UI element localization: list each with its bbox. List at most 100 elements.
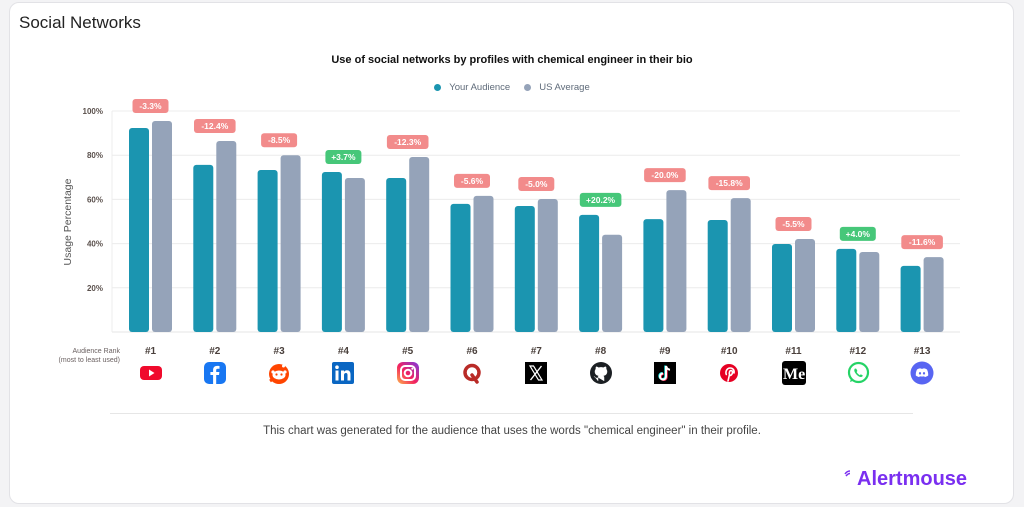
bar-us-average xyxy=(730,198,751,332)
pinterest-icon xyxy=(717,361,741,385)
bar-your-audience xyxy=(643,219,664,332)
rank-label: #5 xyxy=(402,346,414,357)
legend-label-us-average: US Average xyxy=(539,82,590,93)
y-tick-label: 80% xyxy=(87,151,103,160)
footer-divider xyxy=(110,413,913,414)
rank-label: #6 xyxy=(466,346,478,357)
bar-your-audience xyxy=(772,244,792,332)
bar-your-audience xyxy=(707,219,728,332)
diff-badge xyxy=(579,192,622,207)
diff-label: -20.0% xyxy=(651,170,678,180)
legend-dot-your-audience xyxy=(434,84,442,91)
bar-us-average xyxy=(216,141,237,332)
bar-your-audience xyxy=(129,128,149,332)
rank-label: #9 xyxy=(659,346,671,357)
tiktok-icon xyxy=(653,361,677,385)
diff-label: -5.6% xyxy=(461,176,484,186)
rank-label: #1 xyxy=(144,346,157,357)
diff-badge xyxy=(454,173,490,188)
whatsapp-icon xyxy=(846,361,870,385)
discord-icon xyxy=(910,361,934,385)
rank-label: #3 xyxy=(273,346,285,357)
bar-your-audience xyxy=(579,214,600,332)
legend-label-your-audience: Your Audience xyxy=(449,82,511,93)
x-icon xyxy=(524,361,548,385)
chart-footnote: This chart was generated for the audienc… xyxy=(263,425,761,437)
logo-text: Alertmouse xyxy=(857,468,968,490)
bar-your-audience xyxy=(193,164,214,332)
bar-us-average xyxy=(602,234,623,332)
y-axis-label: Usage Percentage xyxy=(62,178,74,265)
youtube-icon xyxy=(139,361,163,385)
audience-rank-label-line2: (most to least used) xyxy=(58,357,120,364)
audience-rank-label: Audience Rank (most to least used) xyxy=(40,347,120,365)
rank-label: #10 xyxy=(720,346,738,357)
diff-badge xyxy=(775,216,812,231)
bar-us-average xyxy=(795,238,815,332)
bar-us-average xyxy=(409,156,430,332)
diff-badge xyxy=(708,176,750,191)
rank-label: #8 xyxy=(595,346,607,357)
diff-label: -12.3% xyxy=(394,137,421,147)
bar-us-average xyxy=(280,155,301,332)
alertmouse-logo: Alertmouse xyxy=(843,468,967,491)
diff-label: -3.3% xyxy=(139,101,162,111)
diff-label: -15.8% xyxy=(716,178,743,188)
quora-icon xyxy=(460,361,484,385)
bar-your-audience xyxy=(257,170,278,332)
diff-label: -5.5% xyxy=(782,219,805,229)
card-title: Social Networks xyxy=(19,13,141,32)
y-tick-label: 20% xyxy=(87,284,103,293)
rank-label: #2 xyxy=(209,346,221,357)
bar-us-average xyxy=(473,195,494,332)
github-icon xyxy=(589,361,613,385)
legend-item-your-audience[interactable]: Your Audience xyxy=(434,82,510,93)
bell-icon xyxy=(844,469,851,476)
audience-rank-label-line1: Audience Rank xyxy=(72,348,120,355)
reddit-icon xyxy=(267,361,291,385)
diff-label: -5.0% xyxy=(525,179,548,189)
rank-label: #12 xyxy=(849,346,867,357)
y-tick-label: 100% xyxy=(83,107,103,116)
bar-us-average xyxy=(666,190,687,332)
bar-your-audience xyxy=(321,171,342,332)
diff-label: -12.4% xyxy=(201,121,228,131)
bar-your-audience xyxy=(450,203,471,332)
medium-icon: Me xyxy=(781,361,806,385)
diff-badge xyxy=(261,133,298,148)
diff-badge xyxy=(901,235,943,250)
chart-legend: Your Audience US Average xyxy=(0,82,1024,93)
chart-title: Use of social networks by profiles with … xyxy=(331,54,693,66)
rank-label: #4 xyxy=(337,346,349,357)
bar-us-average xyxy=(859,251,880,332)
legend-item-us-average[interactable]: US Average xyxy=(524,82,590,93)
bar-us-average xyxy=(923,257,944,332)
diff-label: -8.5% xyxy=(268,135,291,145)
bar-your-audience xyxy=(514,206,535,332)
bar-your-audience xyxy=(836,248,857,332)
rank-label: #11 xyxy=(785,346,802,357)
diff-label: -11.6% xyxy=(909,237,936,247)
diff-badge xyxy=(132,98,169,113)
diff-label: +3.7% xyxy=(331,152,356,162)
svg-text:Me: Me xyxy=(783,366,805,383)
linkedin-icon xyxy=(331,361,355,385)
diff-label: +4.0% xyxy=(846,229,871,239)
y-tick-label: 40% xyxy=(87,240,103,249)
bar-us-average xyxy=(537,198,558,332)
facebook-icon xyxy=(203,361,227,385)
diff-badge xyxy=(839,226,876,241)
rank-label: #7 xyxy=(530,346,542,357)
diff-label: +20.2% xyxy=(586,195,616,205)
diff-badge xyxy=(194,119,236,134)
diff-badge xyxy=(518,176,555,191)
y-tick-label: 60% xyxy=(87,195,103,204)
diff-badge xyxy=(325,149,362,164)
bar-your-audience xyxy=(386,177,407,332)
rank-label: #13 xyxy=(913,346,931,357)
diff-badge xyxy=(644,168,686,183)
instagram-icon xyxy=(396,361,420,385)
legend-dot-us-average xyxy=(524,84,532,91)
diff-badge xyxy=(386,134,429,149)
